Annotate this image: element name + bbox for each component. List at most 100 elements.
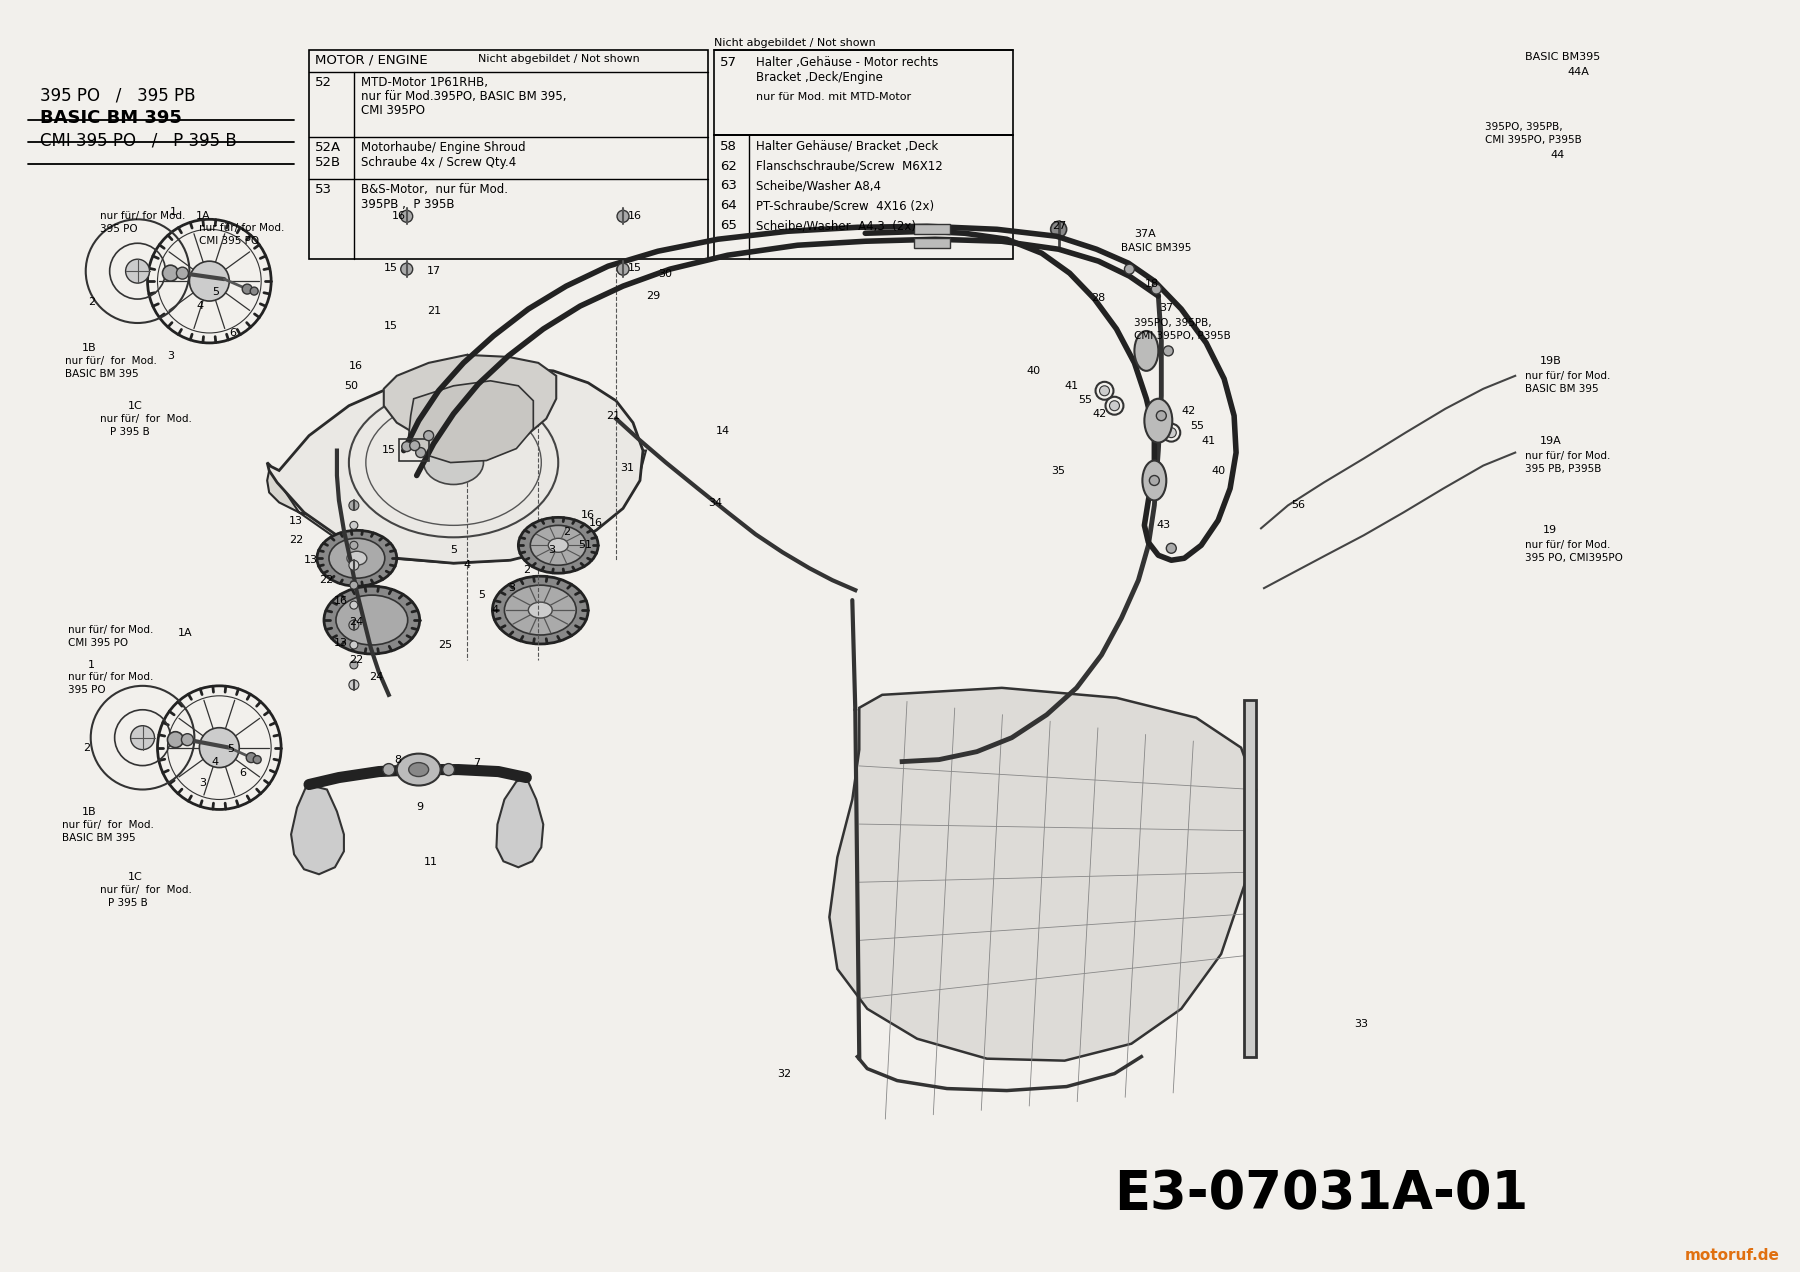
Text: 17: 17 (427, 266, 441, 276)
Ellipse shape (531, 525, 587, 565)
Ellipse shape (176, 267, 189, 279)
Text: 19: 19 (1543, 525, 1557, 536)
Ellipse shape (349, 679, 358, 689)
Polygon shape (409, 380, 533, 463)
Ellipse shape (549, 538, 569, 552)
Ellipse shape (317, 530, 396, 586)
Text: nur für/ for Mod.: nur für/ for Mod. (68, 672, 153, 682)
Text: Motorhaube/ Engine Shroud: Motorhaube/ Engine Shroud (360, 141, 526, 154)
Text: 15: 15 (383, 321, 398, 331)
Ellipse shape (349, 641, 358, 649)
Text: 4: 4 (491, 605, 499, 616)
Ellipse shape (200, 728, 239, 767)
Ellipse shape (383, 763, 394, 776)
Text: 50: 50 (344, 380, 358, 391)
Text: 1A: 1A (196, 211, 211, 221)
Text: 37: 37 (1159, 303, 1174, 313)
Text: Schraube 4x / Screw Qty.4: Schraube 4x / Screw Qty.4 (360, 155, 517, 168)
Text: 6: 6 (229, 328, 236, 338)
Text: 4: 4 (196, 301, 203, 312)
Text: motoruf.de: motoruf.de (1685, 1248, 1780, 1263)
Ellipse shape (131, 726, 155, 749)
Text: CMI 395PO: CMI 395PO (360, 104, 425, 117)
Text: 395 PO: 395 PO (99, 224, 137, 234)
Text: 22: 22 (349, 655, 364, 665)
Text: 21: 21 (607, 411, 621, 421)
Ellipse shape (349, 661, 358, 669)
Bar (400, 439, 428, 460)
Text: nur für/ for Mod.: nur für/ for Mod. (68, 625, 153, 635)
Text: nur für/ for Mod.: nur für/ for Mod. (1525, 541, 1611, 551)
Ellipse shape (493, 576, 589, 644)
Ellipse shape (1100, 385, 1109, 396)
Text: 395 PO   /   395 PB: 395 PO / 395 PB (40, 86, 196, 104)
Text: CMI 395PO, P395B: CMI 395PO, P395B (1134, 331, 1231, 341)
Text: 8: 8 (394, 754, 401, 764)
Text: 21: 21 (427, 307, 441, 315)
Bar (1244, 700, 1256, 1057)
Polygon shape (830, 688, 1256, 1061)
Text: 24: 24 (369, 672, 383, 682)
Text: CMI 395 PO: CMI 395 PO (200, 237, 259, 247)
Ellipse shape (349, 560, 358, 570)
Text: BASIC BM395: BASIC BM395 (1525, 52, 1600, 62)
Text: Scheibe/Washer  A4,3  (2x): Scheibe/Washer A4,3 (2x) (756, 219, 916, 233)
Ellipse shape (1150, 476, 1159, 486)
Ellipse shape (423, 431, 434, 440)
Ellipse shape (1145, 398, 1172, 443)
Text: 7: 7 (473, 758, 481, 767)
Bar (715, 50, 1013, 135)
Text: Scheibe/Washer A8,4: Scheibe/Washer A8,4 (756, 179, 880, 192)
Polygon shape (266, 366, 643, 563)
Text: 15: 15 (628, 263, 643, 273)
Ellipse shape (518, 518, 598, 574)
Text: 1B: 1B (81, 343, 97, 352)
Ellipse shape (1166, 427, 1175, 438)
Text: 63: 63 (720, 179, 736, 192)
Text: 22: 22 (290, 536, 304, 546)
Text: nur für/  for  Mod.: nur für/ for Mod. (99, 413, 191, 424)
Text: CMI 395 PO   /   P 395 B: CMI 395 PO / P 395 B (40, 131, 236, 150)
Text: CMI 395PO, P395B: CMI 395PO, P395B (1485, 135, 1582, 145)
Ellipse shape (337, 595, 409, 645)
Ellipse shape (250, 287, 257, 295)
Ellipse shape (349, 500, 358, 510)
Ellipse shape (243, 284, 252, 294)
Text: 16: 16 (335, 597, 347, 607)
Text: 6: 6 (239, 767, 247, 777)
Text: nur für/ for Mod.: nur für/ for Mod. (200, 224, 284, 233)
Text: nur für Mod.395PO, BASIC BM 395,: nur für Mod.395PO, BASIC BM 395, (360, 90, 567, 103)
Text: 43: 43 (1156, 520, 1170, 530)
Text: 29: 29 (646, 291, 661, 301)
Text: 22: 22 (319, 575, 333, 585)
Ellipse shape (617, 263, 628, 275)
Ellipse shape (349, 542, 358, 550)
Text: 44: 44 (1550, 150, 1564, 159)
Text: 1C: 1C (128, 401, 142, 411)
Ellipse shape (1051, 221, 1067, 238)
Ellipse shape (189, 261, 229, 301)
Text: 52: 52 (315, 76, 331, 89)
Text: 41: 41 (1201, 435, 1215, 445)
Ellipse shape (401, 210, 412, 223)
Text: 18: 18 (1145, 279, 1159, 289)
Bar (715, 135, 1013, 259)
Text: 1C: 1C (128, 873, 142, 883)
Text: E3-07031A-01: E3-07031A-01 (1114, 1168, 1528, 1220)
Text: 395PO, 395PB,: 395PO, 395PB, (1134, 318, 1211, 328)
Text: 64: 64 (720, 200, 736, 212)
Ellipse shape (182, 734, 193, 745)
Ellipse shape (162, 265, 178, 281)
Text: 40: 40 (1211, 466, 1226, 476)
Text: 58: 58 (720, 140, 736, 153)
Text: 53: 53 (315, 183, 331, 196)
Text: Nicht abgebildet / Not shown: Nicht abgebildet / Not shown (479, 53, 641, 64)
Text: 24: 24 (349, 617, 364, 627)
Ellipse shape (1156, 411, 1166, 421)
Ellipse shape (324, 586, 419, 654)
Text: nur für/ for Mod.: nur für/ for Mod. (1525, 371, 1611, 380)
Text: 44A: 44A (1568, 67, 1589, 76)
Text: nur für/  for  Mod.: nur für/ for Mod. (61, 820, 153, 831)
Text: Flanschschraube/Screw  M6X12: Flanschschraube/Screw M6X12 (756, 159, 943, 173)
Text: 16: 16 (349, 361, 364, 371)
